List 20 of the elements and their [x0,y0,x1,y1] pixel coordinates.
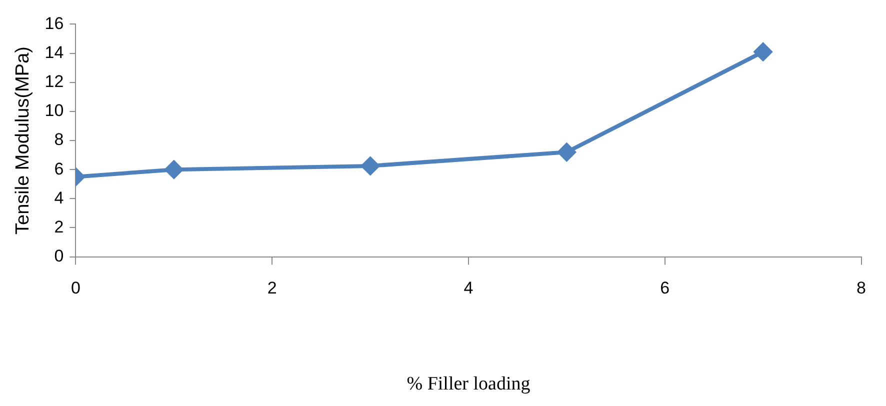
y-tick-label: 10 [44,101,64,120]
point [164,160,183,179]
x-tick-label: 2 [267,278,277,298]
y-tick-label: 0 [54,246,64,266]
x-tick-label: 6 [660,278,670,298]
point [558,143,576,162]
y-tick-label: 6 [54,159,64,178]
point [754,42,772,61]
point [361,156,380,175]
x-tick-label: 4 [464,278,474,298]
y-tick-label: 14 [44,42,64,62]
y-tick-label: 2 [54,217,64,236]
y-tick-label: 8 [54,130,64,150]
x-axis-title: % Filler loading [406,374,531,395]
y-tick-label: 12 [44,72,64,92]
y-tick-label: 4 [54,188,64,208]
y-tick-label: 16 [44,14,64,33]
y-axis-title: Tensile Modulus(MPa) [12,46,34,234]
x-tick-label: 8 [856,278,866,298]
x-tick-label: 0 [70,278,80,298]
